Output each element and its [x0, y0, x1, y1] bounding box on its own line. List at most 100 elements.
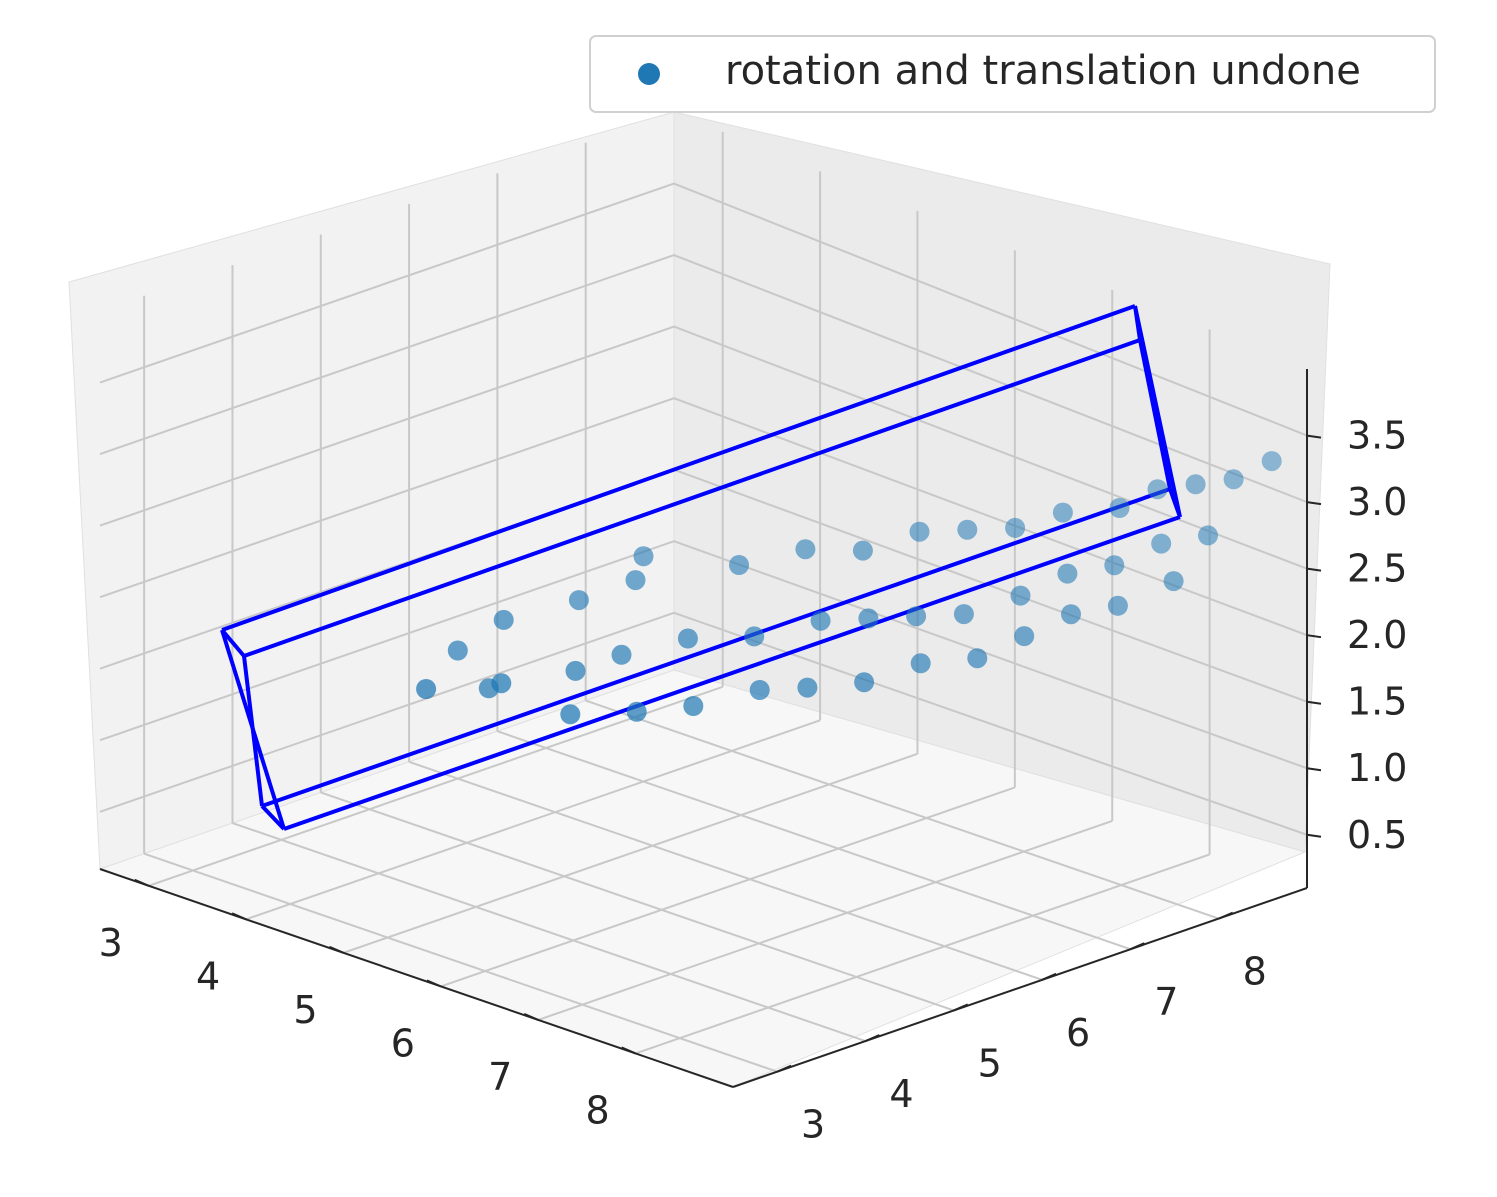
z-tick-1.5	[1306, 700, 1322, 705]
grid-y-floor-8	[585, 699, 1220, 920]
data-point	[1198, 525, 1218, 546]
data-point	[1185, 474, 1206, 495]
z-tick-label-3.0: 3.0	[1347, 480, 1407, 524]
y-axis-line	[732, 887, 1308, 1088]
data-point	[1163, 571, 1184, 592]
grid-x-floor-8	[635, 853, 1210, 1055]
grid-z-1.0	[99, 540, 1308, 770]
box-edge	[260, 804, 286, 831]
data-point	[1261, 451, 1282, 472]
box-edge	[1133, 305, 1182, 518]
legend-marker	[638, 63, 660, 85]
data-point	[491, 673, 512, 694]
data-point	[1014, 626, 1035, 647]
box-edge	[220, 628, 246, 658]
z-tick-3.5	[1306, 434, 1322, 439]
grid-x-floor-4	[245, 719, 821, 921]
data-point	[416, 679, 437, 699]
y-tick-6	[1041, 972, 1057, 981]
data-point	[749, 680, 770, 700]
box-edge	[283, 515, 1181, 831]
data-point	[795, 539, 816, 560]
data-point	[1052, 502, 1073, 523]
box-edge	[221, 304, 1136, 632]
y-tick-label-3: 3	[801, 1103, 825, 1147]
data-point	[957, 519, 978, 540]
data-point	[1057, 563, 1078, 584]
x-tick-3	[134, 878, 150, 887]
z-tick-label-3.5: 3.5	[1347, 414, 1407, 458]
grid-y-floor-6	[408, 760, 1043, 981]
y-tick-3	[776, 1064, 792, 1073]
z-tick-label-1.0: 1.0	[1347, 746, 1407, 790]
data-point	[493, 609, 514, 630]
data-point	[677, 628, 698, 649]
data-point	[797, 677, 818, 698]
box-edge	[1138, 339, 1172, 490]
data-point	[967, 648, 988, 669]
x-tick-7	[523, 1013, 539, 1021]
axes	[99, 369, 1322, 1088]
x-tick-4	[231, 912, 247, 921]
legend-frame	[589, 35, 1436, 113]
data-point	[854, 672, 875, 693]
grid-lines	[99, 131, 1308, 1073]
data-point	[810, 610, 831, 631]
y-tick-8	[1218, 911, 1234, 920]
grid-z-3.5	[99, 182, 1308, 437]
z-tick-0.5	[1306, 833, 1322, 838]
box-edge	[242, 655, 264, 807]
z-tick-2.0	[1306, 634, 1322, 639]
data-point	[1151, 533, 1172, 554]
grid-x-floor-5	[343, 752, 918, 954]
data-point	[1147, 479, 1168, 500]
x-tick-label-6: 6	[391, 1021, 415, 1065]
data-point	[625, 570, 646, 591]
data-point	[447, 640, 468, 661]
data-point	[626, 701, 647, 722]
box-edge	[1168, 488, 1182, 518]
data-point	[910, 653, 931, 674]
data-point	[852, 540, 873, 561]
z-tick-label-2.0: 2.0	[1347, 613, 1407, 657]
grid-x-floor-7	[537, 819, 1113, 1021]
grid-z-2.0	[99, 397, 1308, 637]
y-tick-label-5: 5	[978, 1041, 1002, 1085]
y-tick-5	[953, 1003, 969, 1012]
data-point	[909, 521, 930, 542]
data-point	[568, 590, 589, 611]
data-point	[565, 660, 586, 681]
grid-y-floor-4	[232, 822, 866, 1043]
x-tick-label-5: 5	[293, 988, 317, 1032]
grid-y-floor-5	[320, 791, 955, 1012]
data-point	[858, 608, 879, 629]
data-point	[953, 604, 974, 625]
x-tick-8	[621, 1046, 637, 1055]
grid-z-2.5	[99, 325, 1308, 570]
legend: rotation and translation undone	[589, 35, 1436, 113]
z-tick-label-0.5: 0.5	[1347, 813, 1407, 857]
data-point	[1104, 555, 1125, 576]
x-tick-label-8: 8	[586, 1088, 610, 1132]
x-tick-label-3: 3	[99, 921, 123, 965]
y-tick-label-8: 8	[1243, 950, 1267, 994]
x-tick-label-7: 7	[488, 1055, 512, 1099]
data-point	[1005, 517, 1026, 538]
grid-x-floor-6	[440, 786, 1016, 988]
z-tick-label-1.5: 1.5	[1347, 680, 1407, 724]
data-point	[1107, 595, 1128, 616]
grid-y-floor-7	[497, 730, 1131, 951]
y-tick-7	[1129, 942, 1145, 951]
y-tick-label-4: 4	[889, 1072, 913, 1116]
grid-y-floor-3	[143, 852, 778, 1073]
data-point	[906, 606, 927, 627]
box-edge	[1133, 305, 1142, 341]
data-point	[633, 546, 654, 567]
x-tick-6	[426, 979, 442, 988]
x-tick-label-4: 4	[196, 954, 220, 998]
data-point	[1109, 498, 1130, 518]
grid-x-floor-3	[148, 685, 724, 887]
tick-labels: 3 4 5 6 7 8 3 4 5 6 7 8 0.5 1.0 1.5 2.0 2.5 3.0 3.5	[99, 414, 1408, 1147]
legend-label: rotation and translation undone	[725, 48, 1361, 94]
